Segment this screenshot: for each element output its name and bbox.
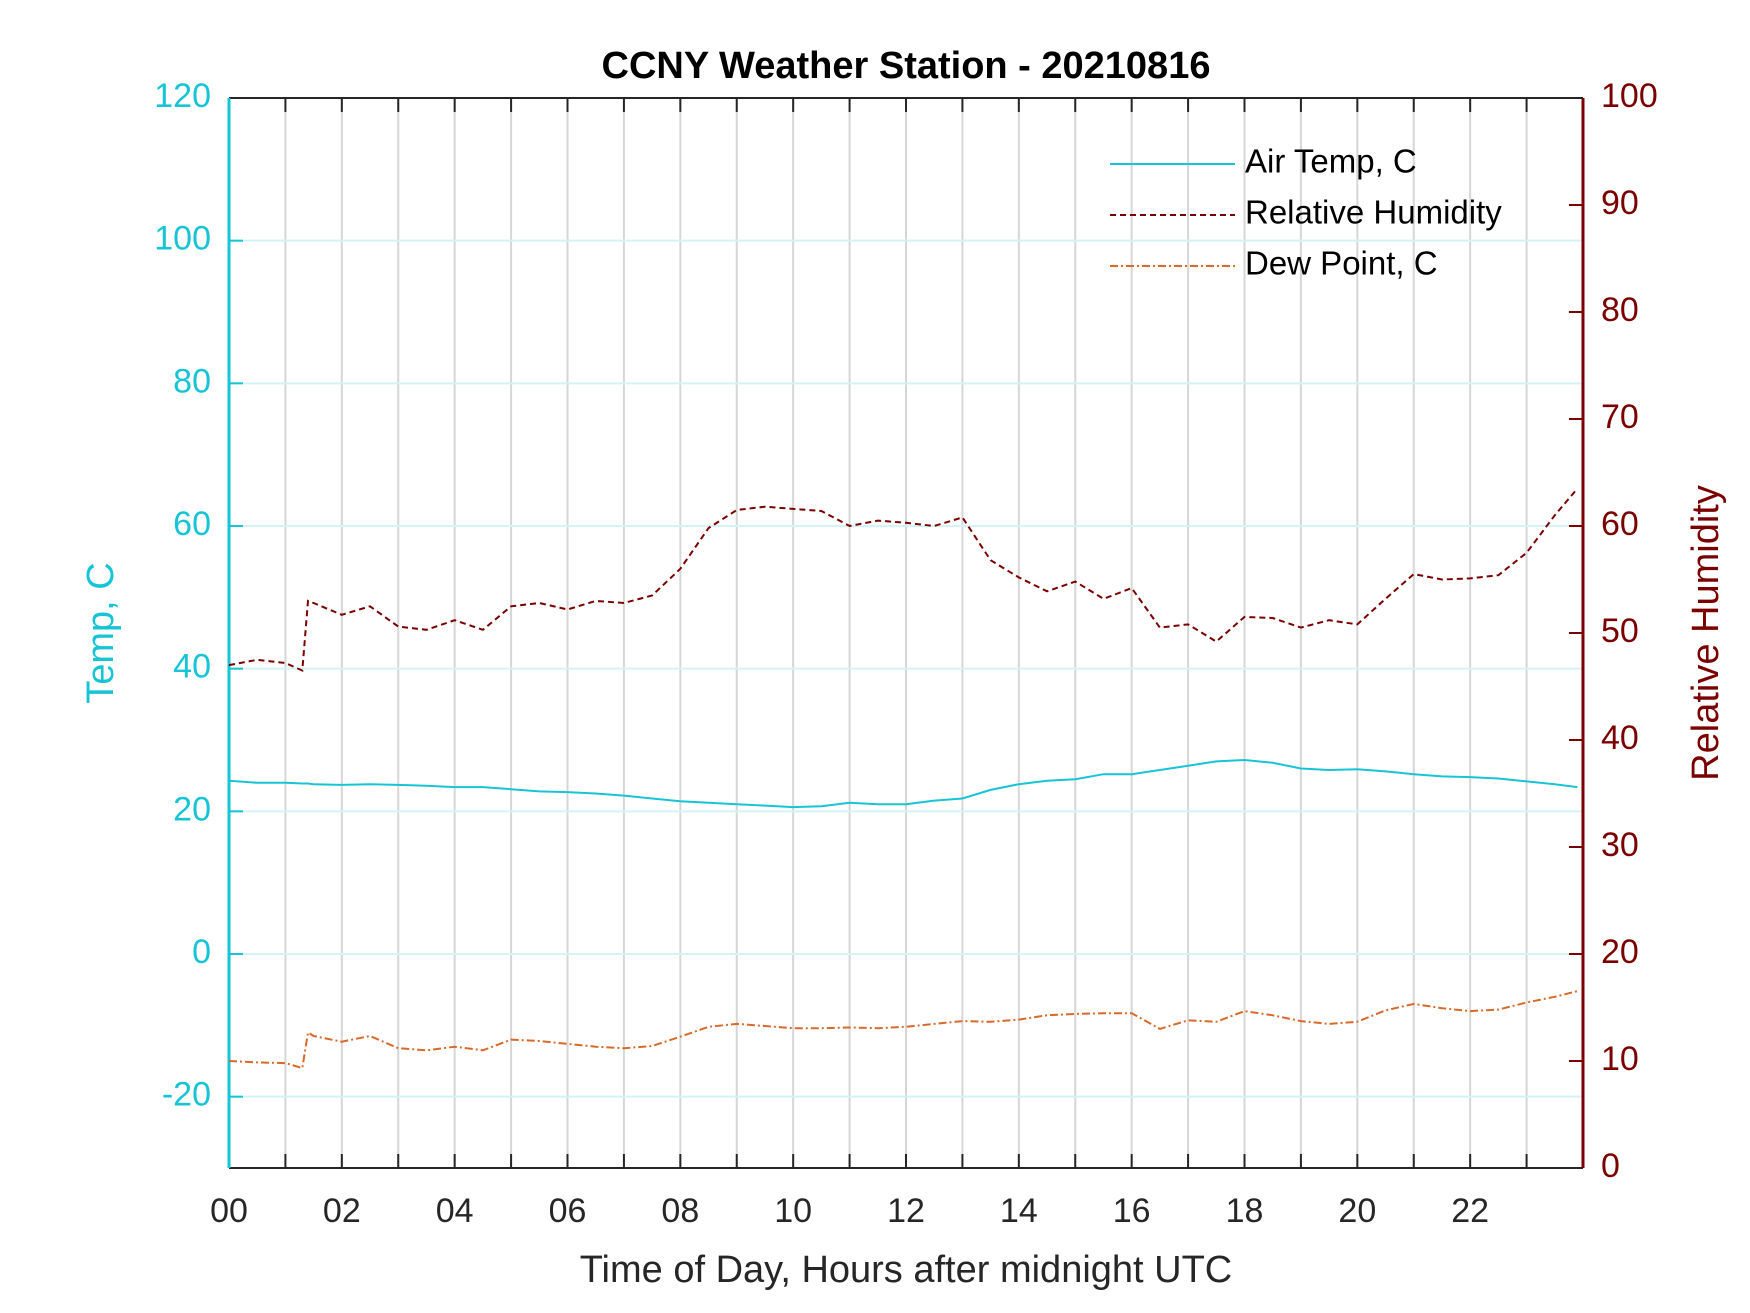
y-tick-label: 40 <box>173 648 211 686</box>
x-tick-label: 04 <box>436 1192 474 1230</box>
x-tick-label: 08 <box>661 1192 699 1230</box>
y-tick-label: 20 <box>173 790 211 828</box>
y2-tick-label: 70 <box>1601 398 1639 436</box>
y-tick-label: 80 <box>173 362 211 400</box>
x-axis-label: Time of Day, Hours after midnight UTC <box>580 1249 1233 1291</box>
y-tick-label: 60 <box>173 505 211 543</box>
y2-tick-label: 100 <box>1601 77 1658 115</box>
y2-axis-label: Relative Humidity <box>1685 485 1727 781</box>
chart-title: CCNY Weather Station - 20210816 <box>602 45 1211 87</box>
data-line <box>228 487 1579 672</box>
x-tick-label: 14 <box>1000 1192 1038 1230</box>
x-tick-label: 02 <box>323 1192 361 1230</box>
y2-tick-label: 30 <box>1601 826 1639 864</box>
x-tick-label: 16 <box>1113 1192 1151 1230</box>
y2-tick-label: 50 <box>1601 612 1639 650</box>
y2-tick-label: 0 <box>1601 1147 1620 1185</box>
y-tick-label: 0 <box>192 933 211 971</box>
x-tick-label: 10 <box>774 1192 812 1230</box>
y2-tick-label: 80 <box>1601 291 1639 329</box>
data-line <box>228 990 1578 1070</box>
y-tick-label: 120 <box>154 77 211 115</box>
y-axis-label: Temp, C <box>80 562 122 703</box>
y2-tick-label: 20 <box>1601 933 1639 971</box>
data-line <box>228 758 1578 809</box>
x-tick-label: 12 <box>887 1192 925 1230</box>
y-tick-label: -20 <box>162 1076 211 1114</box>
legend-label: Air Temp, C <box>1245 143 1417 180</box>
y2-tick-label: 60 <box>1601 505 1639 543</box>
y2-tick-label: 40 <box>1601 719 1639 757</box>
legend-label: Relative Humidity <box>1245 194 1502 231</box>
x-tick-label: 20 <box>1338 1192 1376 1230</box>
x-tick-label: 18 <box>1226 1192 1264 1230</box>
y2-tick-label: 90 <box>1601 184 1639 222</box>
y-tick-label: 100 <box>154 220 211 258</box>
x-tick-label: 00 <box>210 1192 248 1230</box>
legend-label: Dew Point, C <box>1245 245 1438 282</box>
x-tick-label: 06 <box>549 1192 587 1230</box>
x-tick-label: 22 <box>1451 1192 1489 1230</box>
y2-tick-label: 10 <box>1601 1040 1639 1078</box>
